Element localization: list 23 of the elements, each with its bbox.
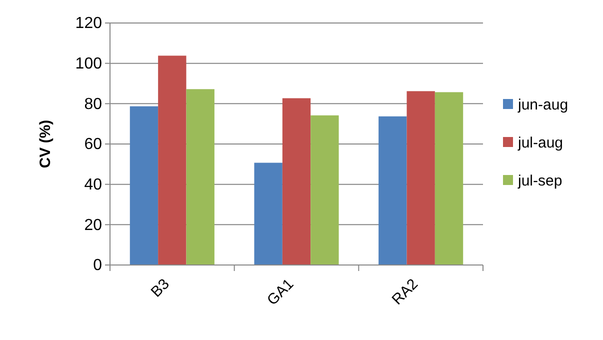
y-tick-label: 120 (75, 15, 102, 32)
x-tick-label: GA1 (264, 276, 298, 309)
legend-label: jun-aug (517, 96, 568, 114)
bar (282, 98, 311, 265)
bar (378, 116, 407, 265)
bar (310, 115, 339, 265)
y-tick-label: 60 (84, 136, 102, 154)
y-tick-label: 40 (84, 176, 102, 194)
bar (254, 162, 282, 265)
y-tick-label: 80 (84, 96, 102, 113)
legend-label: jul-aug (517, 134, 564, 152)
legend-label: jul-sep (517, 172, 562, 190)
y-tick-label: 100 (75, 55, 102, 72)
bar (158, 56, 186, 265)
y-tick-label: 20 (84, 216, 102, 234)
x-tick-label: B3 (148, 276, 173, 301)
bar (130, 106, 158, 265)
y-axis-title: CV (%) (37, 120, 54, 168)
x-tick-label: RA2 (388, 276, 422, 308)
y-tick-label: 0 (93, 257, 102, 274)
bar (186, 89, 214, 265)
bar (406, 91, 435, 265)
bar (434, 92, 464, 265)
